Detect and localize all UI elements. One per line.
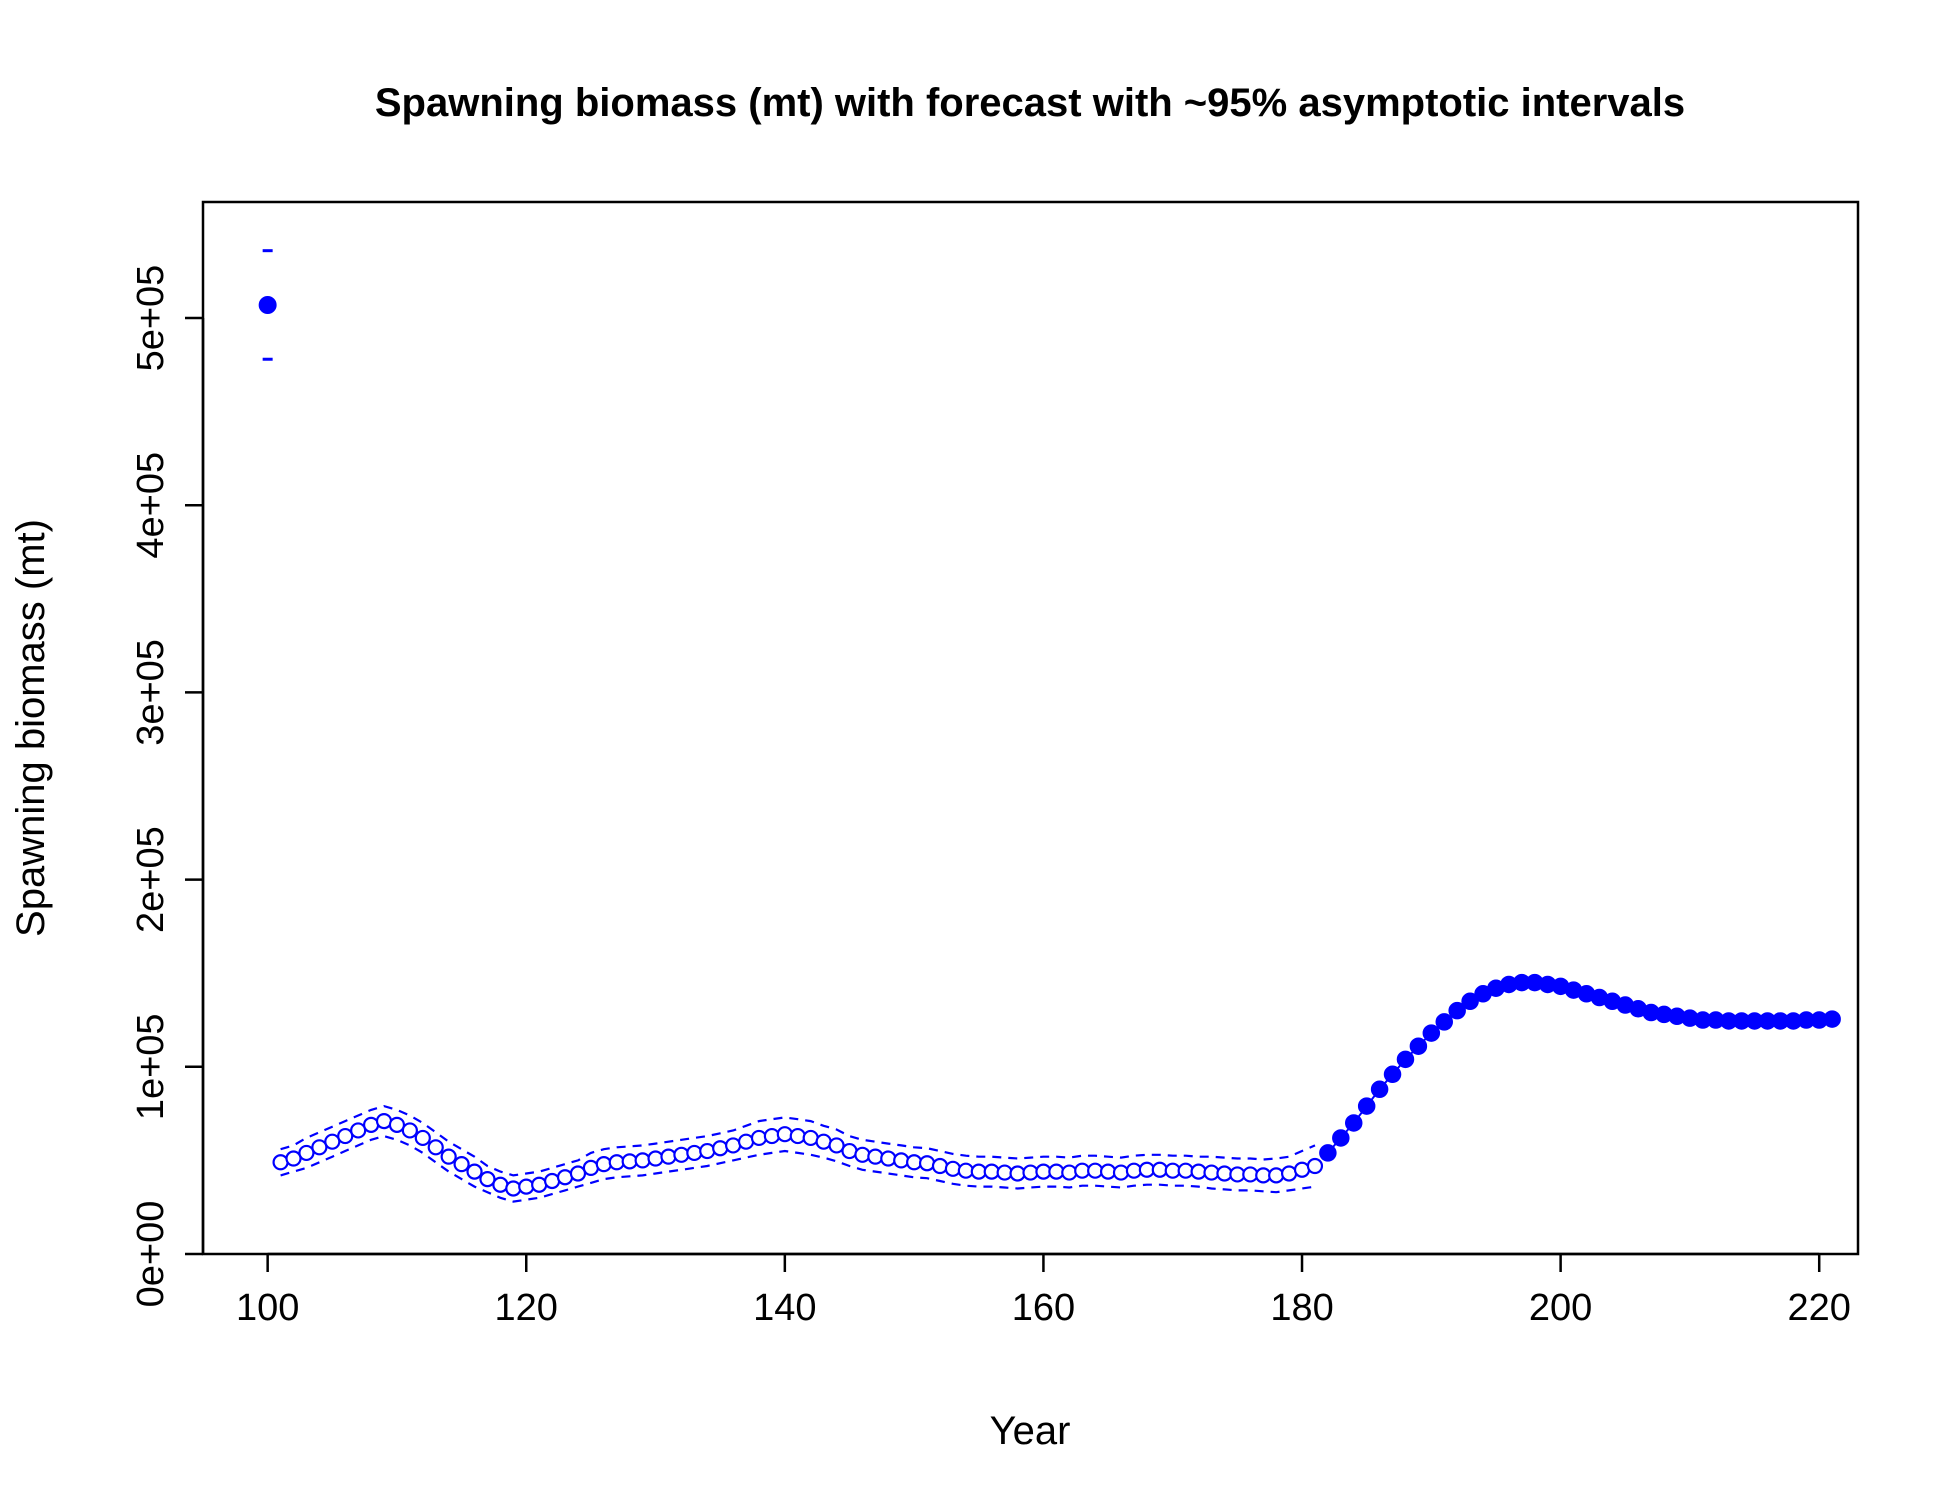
estimate-point [789, 1127, 806, 1145]
virgin-point [258, 295, 277, 314]
estimate-point [828, 1137, 845, 1154]
estimate-point [556, 1169, 574, 1186]
estimate-point [324, 1133, 341, 1150]
estimate-point [350, 1122, 367, 1139]
estimate-point [1268, 1167, 1285, 1184]
forecast-point [1409, 1037, 1428, 1055]
estimate-point [750, 1129, 768, 1147]
estimate-point [285, 1150, 302, 1167]
estimate-point [1061, 1164, 1078, 1181]
estimate-point [673, 1146, 690, 1163]
estimate-point [272, 1154, 289, 1171]
estimate-point [854, 1146, 871, 1163]
forecast-point [1823, 1010, 1841, 1028]
estimate-point [492, 1176, 509, 1193]
forecast-point [1357, 1097, 1376, 1115]
y-axis: 0e+00 1e+05 2e+05 3e+05 4e+05 5e+05 [130, 265, 205, 1308]
estimate-point [918, 1155, 936, 1172]
estimate-point [427, 1139, 444, 1156]
estimate-point [544, 1172, 561, 1190]
x-tick-label: 120 [495, 1287, 558, 1329]
x-axis: 100 120 140 160 180 200 220 [236, 1252, 1851, 1329]
estimate-point [647, 1150, 664, 1167]
estimate-point [375, 1112, 393, 1130]
x-tick-label: 180 [1270, 1287, 1333, 1329]
forecast-point [1396, 1050, 1415, 1069]
estimate-point [841, 1142, 858, 1160]
estimate-point [595, 1156, 612, 1173]
forecast-point [1344, 1114, 1363, 1132]
estimate-point [699, 1142, 716, 1160]
x-tick-label: 220 [1788, 1287, 1851, 1329]
estimate-point [466, 1163, 483, 1180]
forecast-point [1422, 1024, 1441, 1042]
estimate-point [893, 1152, 910, 1169]
chart-marks [258, 249, 1841, 1203]
estimate-point [634, 1152, 651, 1169]
x-tick-label: 140 [753, 1287, 816, 1329]
forecast-point [1448, 1001, 1466, 1020]
estimate-point [686, 1144, 703, 1162]
estimate-point [440, 1148, 457, 1165]
x-tick-label: 100 [236, 1287, 299, 1329]
forecast-point [1332, 1129, 1350, 1147]
estimate-point [1112, 1164, 1130, 1181]
estimate-point [401, 1122, 418, 1139]
estimate-point [414, 1129, 431, 1147]
estimate-point [298, 1144, 315, 1162]
estimate-point [776, 1126, 793, 1143]
x-tick-label: 200 [1529, 1287, 1592, 1329]
estimate-point [582, 1159, 599, 1176]
estimate-point [505, 1180, 522, 1197]
estimate-point [1280, 1165, 1298, 1182]
x-tick-label: 160 [1012, 1287, 1075, 1329]
forecast-point [1461, 992, 1479, 1011]
estimate-point [337, 1127, 354, 1145]
plot-frame [201, 200, 1860, 1256]
estimate-point [479, 1171, 496, 1188]
estimate-point [1293, 1161, 1311, 1178]
estimate-point [712, 1140, 729, 1157]
estimate-point [725, 1137, 742, 1154]
y-tick-label: 0e+00 [130, 1201, 172, 1308]
estimate-point [569, 1165, 587, 1182]
estimate-point [931, 1157, 949, 1175]
y-tick-label: 1e+05 [130, 1013, 172, 1120]
forecast-point [1370, 1080, 1389, 1099]
forecast-point [1383, 1065, 1402, 1084]
estimate-point [518, 1178, 535, 1195]
y-tick-label: 2e+05 [130, 826, 172, 933]
interval-lower-line [280, 1134, 1316, 1203]
estimate-point [531, 1176, 548, 1193]
x-axis-label: Year [990, 1409, 1071, 1453]
estimate-point [737, 1133, 755, 1150]
estimate-point [1306, 1157, 1324, 1175]
estimate-point [867, 1148, 884, 1165]
chart-title: Spawning biomass (mt) with forecast with… [375, 81, 1685, 125]
y-tick-label: 4e+05 [130, 452, 172, 559]
y-axis-label: Spawning biomass (mt) [9, 519, 53, 937]
estimate-point [944, 1160, 962, 1177]
forecast-point [1435, 1013, 1453, 1031]
estimate-point [453, 1156, 470, 1173]
estimate-point [660, 1148, 677, 1165]
estimate-point [763, 1127, 781, 1145]
estimate-point [388, 1116, 406, 1133]
estimate-point [362, 1116, 380, 1133]
estimate-point [311, 1139, 328, 1156]
estimate-point [802, 1129, 819, 1147]
interval-upper-line [280, 1104, 1316, 1177]
estimate-point [815, 1133, 832, 1150]
y-tick-label: 5e+05 [130, 265, 172, 372]
forecast-point [1319, 1144, 1337, 1162]
estimate-point [880, 1150, 897, 1167]
y-tick-label: 3e+05 [130, 639, 172, 746]
